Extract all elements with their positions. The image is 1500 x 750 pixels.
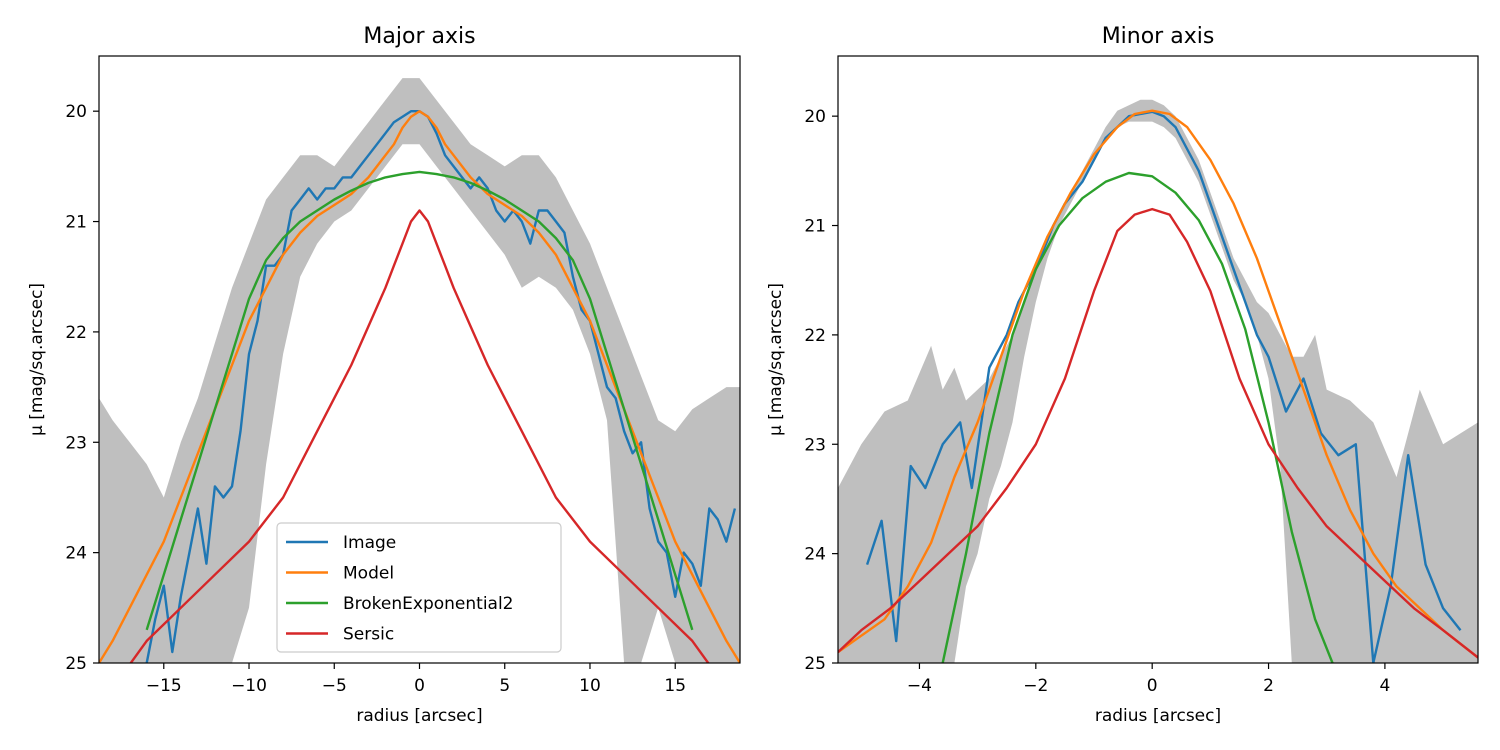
minor-series-model	[838, 109, 1478, 659]
minor-series-sersic	[838, 207, 1478, 659]
minor-series-brokenexponential2	[941, 171, 1334, 663]
minor-x-tick-label: 2	[1263, 676, 1274, 696]
major-y-axis-label: μ [mag/sq.arcsec]	[27, 283, 47, 436]
major-legend-label-sersic: Sersic	[343, 625, 394, 645]
major-series-sersic	[129, 209, 710, 663]
major-legend-label-model: Model	[343, 564, 394, 584]
major-x-tick-label: 5	[499, 676, 510, 696]
major-x-tick-label: −10	[231, 676, 267, 696]
minor-series-image	[865, 110, 1462, 663]
major-chart-title: Major axis	[363, 24, 475, 49]
major-y-tick-label: 24	[65, 544, 87, 564]
major-y-tick-label: 21	[65, 213, 87, 233]
minor-chart-title: Minor axis	[1102, 24, 1215, 49]
minor-x-tick-label: 4	[1379, 676, 1390, 696]
major-x-tick-label: −5	[322, 676, 347, 696]
minor-y-tick-label: 21	[804, 217, 826, 237]
major-x-tick-label: 10	[579, 676, 601, 696]
minor-y-axis-label: μ [mag/sq.arcsec]	[766, 283, 786, 436]
major-legend-label-brokenexponential2: BrokenExponential2	[343, 594, 514, 614]
major-legend: Image Model BrokenExponential2 Sersic	[276, 522, 562, 653]
major-y-tick-label: 20	[65, 102, 87, 122]
minor-x-tick-label: 0	[1147, 676, 1158, 696]
major-x-tick-label: 15	[664, 676, 686, 696]
minor-y-tick-label: 22	[804, 326, 826, 346]
minor-y-tick-label: 25	[804, 654, 826, 674]
minor-plot-area	[838, 99, 1478, 663]
major-y-tick-label: 23	[65, 433, 87, 453]
minor-x-axis-label: radius [arcsec]	[1095, 706, 1221, 726]
minor-uncertainty-band	[838, 99, 1478, 663]
major-legend-box	[276, 522, 562, 653]
major-y-tick-label: 22	[65, 323, 87, 343]
minor-y-tick-label: 20	[804, 107, 826, 127]
minor-axes-frame	[837, 55, 1479, 664]
major-y-tick-label: 25	[65, 654, 87, 674]
major-legend-label-image: Image	[343, 533, 396, 553]
major-x-axis-label: radius [arcsec]	[356, 706, 482, 726]
major-plot-area	[99, 78, 740, 663]
major-x-tick-label: 0	[414, 676, 425, 696]
minor-y-tick-label: 24	[804, 545, 826, 565]
major-axis-panel: −15 −10 −5 0 5 10 15 20 21 22 23 24 25 Major axis radi…	[27, 24, 741, 726]
major-uncertainty-band	[99, 78, 740, 663]
minor-y-tick-label: 23	[804, 435, 826, 455]
minor-x-tick-label: −2	[1023, 676, 1048, 696]
major-x-tick-label: −15	[146, 676, 182, 696]
minor-x-tick-label: −4	[907, 676, 932, 696]
major-series-brokenexponential2	[145, 170, 694, 631]
